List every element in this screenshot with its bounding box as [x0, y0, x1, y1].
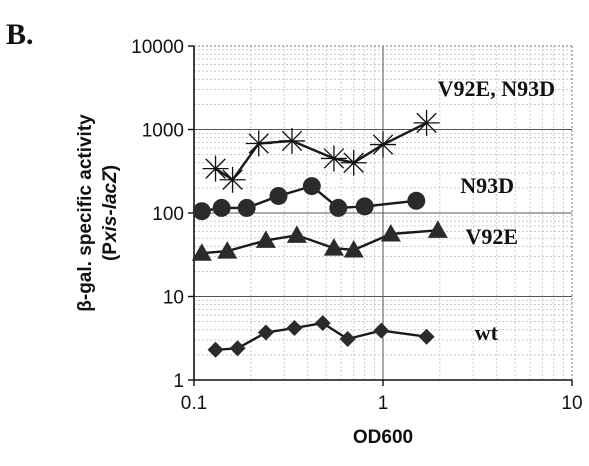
- point-diamond: [229, 340, 246, 357]
- panel-label: B.: [6, 18, 34, 51]
- point-triangle: [323, 238, 344, 256]
- series-label: V92E, N93D: [438, 76, 555, 101]
- series-star: [202, 109, 440, 193]
- point-diamond: [257, 324, 274, 341]
- point-star: [278, 127, 305, 154]
- point-circle: [302, 177, 321, 196]
- x-tick-label: 10: [561, 393, 582, 414]
- point-star: [245, 130, 272, 157]
- point-diamond: [339, 330, 356, 347]
- point-triangle: [343, 240, 364, 258]
- y-tick-label: 100: [152, 204, 184, 225]
- point-circle: [355, 197, 374, 216]
- point-star: [320, 145, 347, 172]
- point-triangle: [217, 241, 238, 259]
- star-stroke: [343, 152, 364, 173]
- point-diamond: [314, 315, 331, 332]
- x-tick-label: 1: [378, 393, 389, 414]
- series-label: wt: [475, 320, 499, 345]
- point-circle: [269, 186, 288, 205]
- series-layer: [191, 109, 448, 358]
- star-stroke: [222, 169, 243, 190]
- star-stroke: [416, 112, 437, 134]
- point-triangle: [255, 230, 276, 248]
- point-circle: [329, 198, 348, 217]
- point-diamond: [373, 322, 390, 339]
- x-axis-title: OD600: [353, 427, 413, 448]
- y-axis-title: β-gal. specific activity (Pxis-lacZ): [75, 114, 121, 312]
- y-axis-title-line1: β-gal. specific activity: [75, 114, 96, 312]
- y-tick-label: 1: [173, 371, 184, 392]
- point-diamond: [418, 328, 435, 345]
- y-axis-title-suffix: ): [100, 165, 121, 171]
- point-triangle: [427, 220, 448, 238]
- series-diamond: [207, 315, 435, 358]
- point-triangle: [191, 243, 212, 261]
- series-circle: [192, 177, 426, 221]
- point-star: [202, 155, 229, 182]
- star-stroke: [323, 148, 345, 169]
- point-diamond: [286, 319, 303, 336]
- y-axis-title-line2: (Pxis-lacZ): [100, 165, 121, 261]
- star-stroke: [372, 134, 394, 155]
- point-circle: [192, 202, 211, 221]
- point-star: [413, 109, 440, 136]
- series-triangle: [191, 220, 448, 261]
- point-triangle: [380, 224, 401, 242]
- star-stroke: [281, 130, 303, 152]
- point-star: [340, 149, 367, 176]
- point-star: [219, 166, 246, 193]
- y-tick-label: 10: [163, 288, 184, 309]
- point-diamond: [207, 341, 224, 358]
- series-label: V92E: [465, 224, 518, 249]
- series-label: N93D: [460, 173, 514, 198]
- series-line: [214, 121, 428, 182]
- y-tick-label: 10000: [131, 37, 184, 58]
- star-stroke: [205, 158, 226, 179]
- point-circle: [237, 198, 256, 217]
- point-circle: [212, 198, 231, 217]
- y-axis-title-prefix: (P: [100, 242, 121, 261]
- point-star: [370, 131, 396, 158]
- star-stroke: [248, 133, 269, 154]
- point-triangle: [286, 225, 307, 243]
- y-tick-label: 1000: [142, 121, 184, 142]
- point-circle: [407, 191, 426, 210]
- y-axis-title-italic: xis-lacZ: [100, 170, 121, 243]
- x-tick-label: 0.1: [181, 393, 207, 414]
- series-labels: V92E, N93D N93D V92E wt: [438, 76, 555, 345]
